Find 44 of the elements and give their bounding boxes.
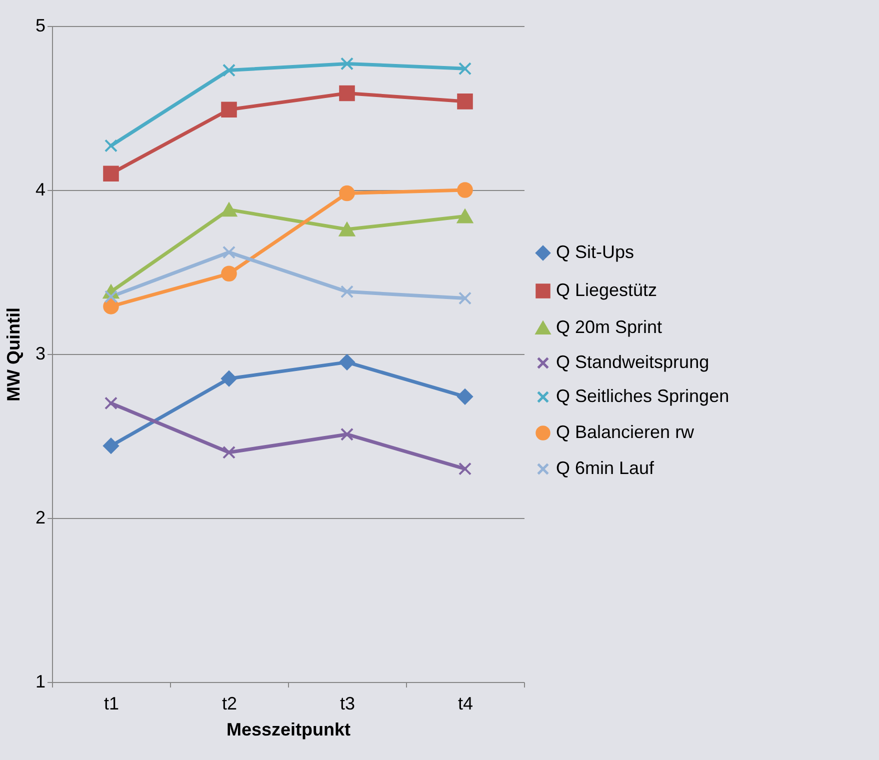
point <box>339 85 355 102</box>
y-axis-title: MW Quintil <box>3 308 24 402</box>
point <box>340 428 354 441</box>
legend-label: Q Sit-Ups <box>556 242 634 262</box>
legend-label: Q Liegestütz <box>556 280 658 300</box>
y-tick-label: 2 <box>35 508 46 528</box>
point <box>339 185 355 202</box>
x-tick-label: t2 <box>222 694 238 714</box>
legend-label: Q Balancieren rw <box>556 422 696 442</box>
legend-label: Q Seitliches Springen <box>556 386 730 406</box>
point <box>457 209 473 224</box>
point <box>104 396 118 410</box>
legend-label: Q 20m Sprint <box>556 317 662 337</box>
point <box>103 298 119 314</box>
point <box>457 94 473 110</box>
point <box>222 246 236 259</box>
point <box>221 370 237 386</box>
legend-label: Q 6min Lauf <box>556 458 656 478</box>
y-tick-label: 3 <box>35 344 46 364</box>
point <box>222 64 236 77</box>
point <box>221 102 237 118</box>
point <box>340 285 354 298</box>
x-tick-label: t3 <box>340 694 356 714</box>
point <box>457 182 473 198</box>
point <box>458 292 472 305</box>
point <box>103 438 119 454</box>
y-tick-label: 5 <box>35 16 46 36</box>
point <box>339 354 355 370</box>
point <box>222 446 236 459</box>
point <box>458 62 472 76</box>
point <box>339 222 355 236</box>
point <box>104 139 118 152</box>
y-tick-label: 1 <box>35 672 46 692</box>
x-tick-label: t4 <box>458 694 474 714</box>
y-tick-label: 4 <box>35 180 46 200</box>
point <box>103 166 119 182</box>
x-tick-label: t1 <box>104 694 120 714</box>
point <box>221 202 237 217</box>
x-axis-title: Messzeitpunkt <box>226 720 351 740</box>
point <box>458 462 472 476</box>
point <box>221 266 237 282</box>
legend-label: Q Standweitsprung <box>556 352 710 372</box>
point <box>457 388 473 405</box>
point <box>340 57 354 70</box>
